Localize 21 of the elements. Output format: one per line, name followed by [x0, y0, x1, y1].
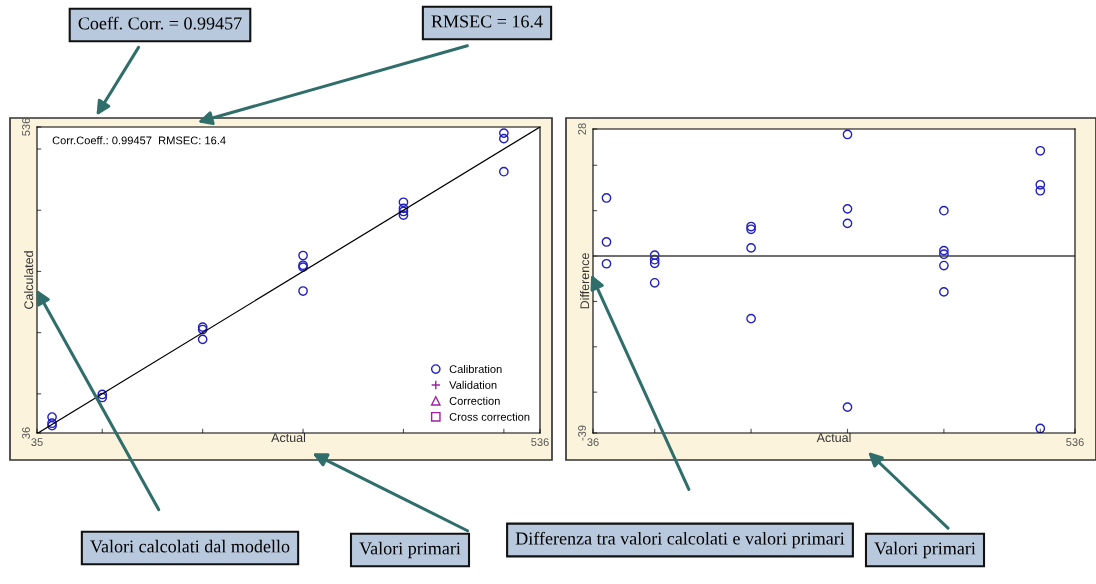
text: Valori calcolati dal modello: [90, 539, 290, 553]
text: Coeff. Corr. = 0.99457: [78, 16, 242, 30]
legend-label: Correction: [449, 396, 500, 405]
text: Valori primari: [874, 541, 976, 559]
x-tick-label: 536: [1066, 438, 1084, 447]
legend-label: Calibration: [449, 364, 502, 374]
text: Valori primari: [359, 541, 461, 559]
y-axis-title: Difference: [580, 253, 590, 309]
annotation: Corr.Coeff.: 0.99457 RMSEC: 16.4: [52, 136, 226, 145]
legend-label: Cross correction: [449, 412, 530, 421]
x-tick-label: 536: [531, 438, 549, 447]
text: RMSEC = 16.4: [431, 15, 543, 28]
x-tick-label: 35: [31, 438, 43, 447]
legend-label: Validation: [449, 380, 497, 389]
x-tick-label: 36: [587, 438, 599, 447]
x-axis-title: Actual: [271, 432, 306, 443]
x-axis-title: Actual: [816, 432, 851, 443]
y-axis-title: Calculated: [24, 251, 34, 309]
y-tick-label: 28: [578, 123, 586, 135]
y-tick-label: -39: [578, 425, 586, 441]
text: Differenza tra valori calcolati e valori primari: [515, 531, 845, 549]
